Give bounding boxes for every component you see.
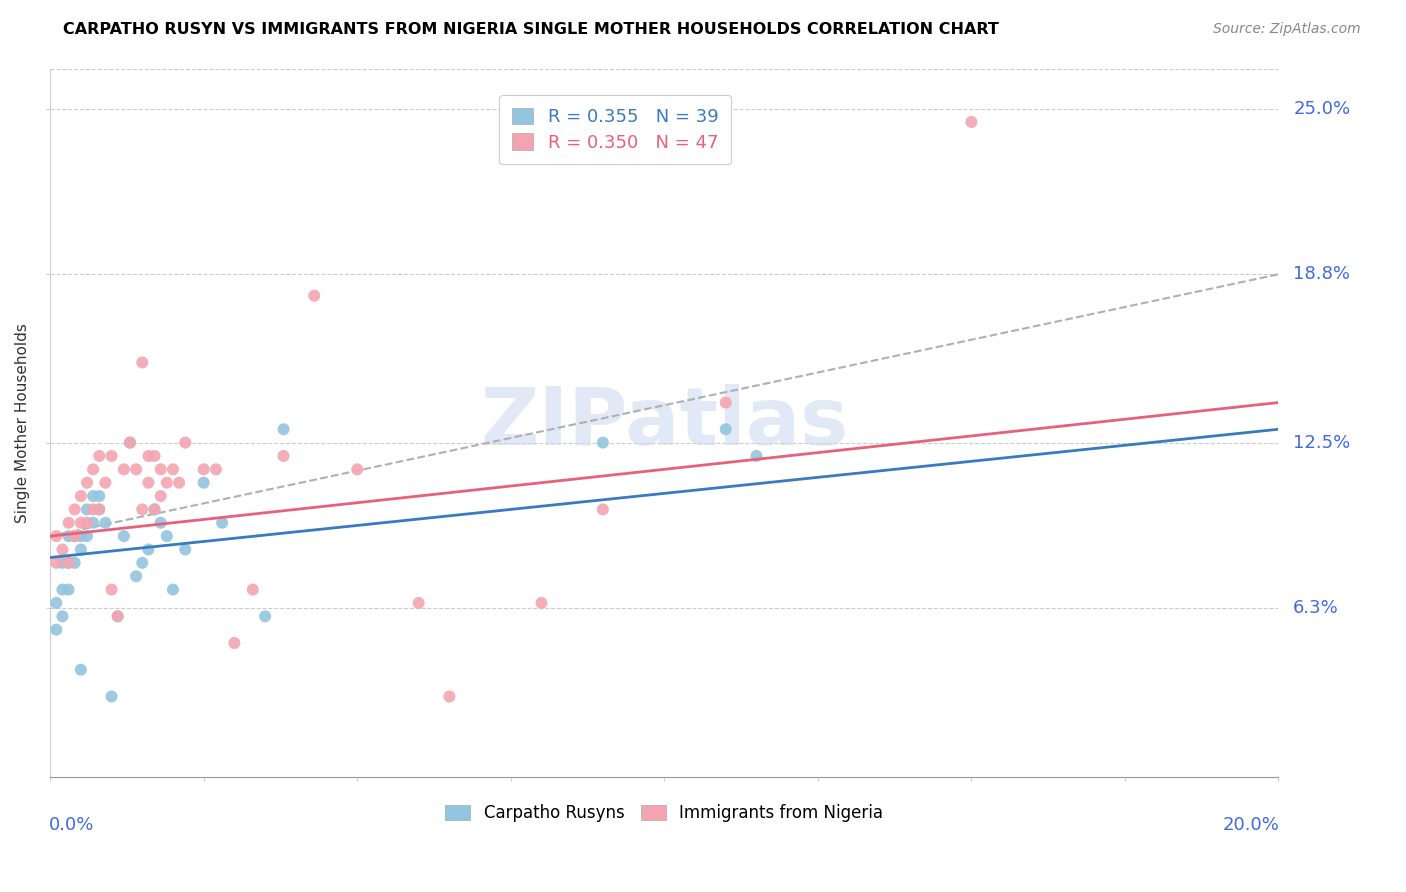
Point (45, 529, 67, 543)
Point (70, 542, 93, 557)
Point (45, 623, 67, 637)
Point (125, 569, 148, 583)
Point (302, 288, 325, 302)
Point (118, 435, 141, 450)
Point (89, 489, 111, 503)
Point (167, 475, 190, 490)
Point (94, 516, 117, 530)
Point (131, 502, 153, 516)
Point (63, 529, 86, 543)
Text: ZIPatlas: ZIPatlas (481, 384, 848, 461)
Text: 6.3%: 6.3% (1294, 599, 1339, 617)
Point (254, 609, 277, 624)
Point (346, 462, 368, 476)
Point (58, 516, 80, 530)
Point (76, 529, 98, 543)
Point (242, 582, 264, 597)
Point (58, 582, 80, 597)
Point (70, 489, 93, 503)
Point (89, 502, 111, 516)
Point (408, 596, 430, 610)
Point (174, 542, 197, 557)
Point (592, 502, 614, 516)
Point (76, 516, 98, 530)
Text: 18.8%: 18.8% (1294, 265, 1350, 284)
Point (112, 529, 135, 543)
Point (70, 663, 93, 677)
Point (51, 609, 73, 624)
Point (51, 542, 73, 557)
Point (45, 556, 67, 570)
Point (100, 449, 122, 463)
Point (63, 529, 86, 543)
Point (82, 516, 104, 530)
Point (100, 690, 122, 704)
Point (82, 462, 104, 476)
Text: 0.0%: 0.0% (49, 815, 94, 833)
Point (131, 355, 153, 369)
Text: CARPATHO RUSYN VS IMMIGRANTS FROM NIGERIA SINGLE MOTHER HOUSEHOLDS CORRELATION C: CARPATHO RUSYN VS IMMIGRANTS FROM NIGERI… (63, 22, 1000, 37)
Y-axis label: Single Mother Households: Single Mother Households (15, 323, 30, 523)
Point (143, 502, 166, 516)
Point (162, 462, 184, 476)
Point (51, 582, 73, 597)
Point (70, 516, 93, 530)
Point (45, 596, 67, 610)
Point (76, 475, 98, 490)
Point (89, 502, 111, 516)
Point (70, 529, 93, 543)
Point (89, 449, 111, 463)
Point (58, 556, 80, 570)
Point (143, 502, 166, 516)
Point (51, 556, 73, 570)
Point (149, 516, 172, 530)
Point (58, 556, 80, 570)
Point (107, 609, 129, 624)
Point (138, 542, 160, 557)
Text: 20.0%: 20.0% (1223, 815, 1279, 833)
Text: 12.5%: 12.5% (1294, 434, 1351, 451)
Point (143, 449, 166, 463)
Point (714, 422, 737, 436)
Point (273, 449, 295, 463)
Point (94, 475, 117, 490)
Point (107, 609, 129, 624)
Point (205, 462, 228, 476)
Point (125, 462, 148, 476)
Point (149, 489, 172, 503)
Point (273, 422, 295, 436)
Point (63, 556, 86, 570)
Point (112, 462, 135, 476)
Point (63, 502, 86, 516)
Point (530, 596, 553, 610)
Point (76, 502, 98, 516)
Point (439, 690, 461, 704)
Point (138, 475, 160, 490)
Point (960, 115, 983, 129)
Point (193, 475, 215, 490)
Point (149, 462, 172, 476)
Text: Source: ZipAtlas.com: Source: ZipAtlas.com (1213, 22, 1361, 37)
Point (156, 475, 179, 490)
Point (82, 502, 104, 516)
Legend: Carpatho Rusyns, Immigrants from Nigeria: Carpatho Rusyns, Immigrants from Nigeria (439, 797, 890, 829)
Point (58, 529, 80, 543)
Point (118, 435, 141, 450)
Point (714, 395, 737, 409)
Point (162, 582, 184, 597)
Text: 25.0%: 25.0% (1294, 100, 1350, 118)
Point (174, 435, 197, 450)
Point (211, 516, 233, 530)
Point (82, 489, 104, 503)
Point (592, 435, 614, 450)
Point (745, 449, 768, 463)
Point (138, 449, 160, 463)
Point (131, 556, 153, 570)
Point (193, 462, 215, 476)
Point (224, 636, 246, 650)
Point (156, 529, 179, 543)
Point (100, 582, 122, 597)
